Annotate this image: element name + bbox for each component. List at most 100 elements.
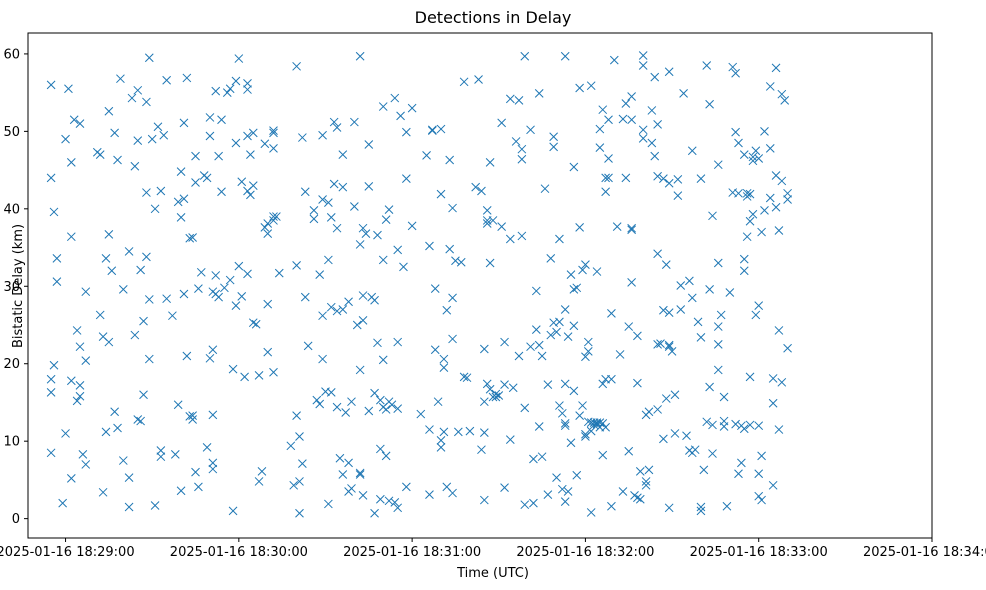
data-point [439, 427, 449, 437]
data-point [370, 508, 379, 518]
data-point [477, 186, 486, 196]
data-point [425, 425, 434, 434]
data-point [376, 444, 385, 454]
data-point [650, 151, 660, 161]
data-point [202, 443, 212, 452]
data-point [670, 390, 680, 400]
data-point [298, 459, 307, 468]
y-tick-label: 30 [3, 280, 20, 295]
data-point [248, 318, 258, 328]
data-point [664, 178, 674, 188]
data-point [208, 464, 218, 474]
data-point [719, 422, 729, 431]
data-point [352, 320, 362, 330]
data-point [575, 411, 584, 420]
data-point [598, 419, 608, 428]
data-point [659, 174, 668, 183]
data-point [563, 487, 573, 496]
data-point [355, 470, 365, 479]
data-point [185, 233, 195, 243]
data-point [309, 206, 319, 215]
data-point [422, 151, 431, 160]
data-point [269, 128, 278, 138]
data-point [263, 347, 273, 357]
data-point [433, 397, 443, 407]
data-point [566, 270, 576, 280]
data-point [745, 372, 755, 382]
data-point [543, 490, 553, 499]
plot-frame [27, 32, 933, 539]
data-point [754, 469, 764, 479]
data-point [338, 470, 348, 479]
data-point [505, 435, 515, 444]
data-point [61, 429, 70, 438]
data-point [263, 299, 273, 309]
data-point [526, 125, 535, 135]
data-point [110, 128, 119, 138]
data-point [734, 188, 743, 198]
data-point [303, 341, 313, 351]
data-point [500, 380, 509, 389]
data-point [653, 340, 662, 349]
data-point [248, 128, 258, 138]
data-point [439, 354, 449, 364]
data-point [75, 391, 85, 401]
data-point [771, 63, 781, 73]
data-point [641, 480, 651, 490]
data-point [243, 269, 252, 279]
data-point [734, 138, 743, 148]
data-point [511, 137, 521, 146]
x-tick-label: 2025-01-16 18:31:00 [343, 545, 481, 560]
data-point [139, 390, 148, 400]
data-point [231, 76, 241, 86]
data-point [436, 443, 446, 452]
data-point [156, 452, 166, 462]
data-point [49, 207, 59, 217]
data-point [147, 134, 157, 144]
data-point [526, 342, 535, 352]
data-point [754, 301, 764, 310]
data-point [459, 372, 469, 382]
data-point [488, 216, 498, 225]
x-axis-label: Time (UTC) [456, 566, 529, 581]
data-point [722, 501, 732, 511]
data-point [537, 452, 547, 462]
data-point [58, 498, 68, 508]
data-point [191, 178, 200, 187]
data-point [765, 144, 775, 153]
data-point [575, 223, 584, 232]
data-point [765, 193, 775, 203]
data-point [350, 202, 359, 211]
data-point [479, 495, 489, 505]
data-point [552, 473, 561, 482]
data-point [534, 422, 544, 431]
data-point [188, 411, 197, 420]
data-point [439, 363, 449, 372]
data-point [549, 132, 559, 142]
data-point [156, 446, 166, 455]
x-tick-label: 2025-01-16 18:33:00 [690, 545, 828, 560]
data-point [179, 289, 189, 299]
data-point [595, 124, 605, 134]
x-tick-label: 2025-01-16 18:29:00 [0, 545, 135, 560]
data-point [633, 493, 642, 503]
data-point [656, 339, 665, 348]
data-point [243, 131, 252, 141]
data-point [505, 94, 515, 104]
data-point [482, 206, 492, 215]
data-point [482, 219, 492, 228]
data-point [690, 445, 700, 455]
data-point [72, 326, 82, 335]
data-point [581, 429, 590, 439]
data-point [696, 502, 706, 512]
data-point [534, 89, 544, 98]
data-point [713, 160, 723, 170]
data-point [243, 78, 252, 88]
data-point [228, 364, 238, 374]
data-point [638, 61, 648, 70]
data-point [696, 506, 706, 516]
data-point [638, 51, 648, 60]
data-point [358, 491, 368, 500]
data-point [427, 125, 437, 135]
